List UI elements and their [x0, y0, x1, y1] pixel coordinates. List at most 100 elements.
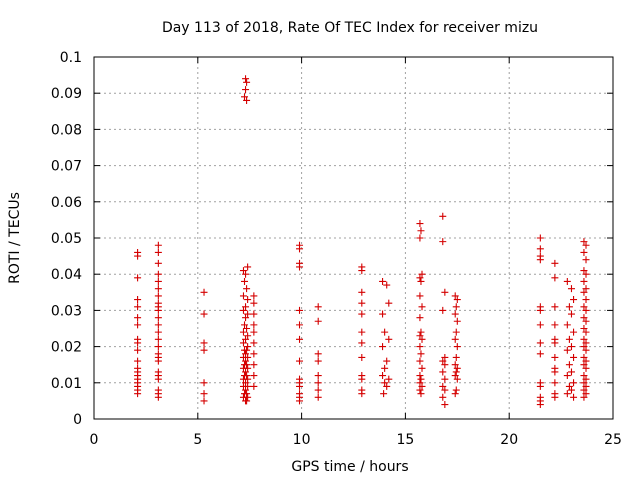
- data-point: [250, 372, 258, 380]
- data-point: [580, 267, 588, 275]
- data-point: [453, 317, 461, 325]
- data-point: [453, 364, 461, 372]
- data-point: [441, 375, 449, 383]
- data-point: [563, 321, 571, 329]
- data-point: [200, 310, 208, 318]
- x-tick-label: 0: [90, 432, 99, 448]
- data-point: [418, 303, 426, 311]
- data-point: [134, 314, 142, 322]
- data-point: [244, 263, 252, 271]
- data-point: [314, 350, 322, 358]
- data-point: [358, 375, 366, 383]
- data-point: [314, 303, 322, 311]
- data-point: [154, 292, 162, 300]
- data-point: [200, 346, 208, 354]
- data-point: [250, 310, 258, 318]
- data-point: [551, 274, 559, 282]
- data-point: [250, 350, 258, 358]
- data-point: [154, 259, 162, 267]
- data-point: [580, 372, 588, 380]
- data-point: [250, 292, 258, 300]
- data-point: [358, 390, 366, 398]
- data-point: [244, 375, 252, 383]
- data-point: [250, 321, 258, 329]
- y-tick-label: 0.01: [51, 376, 82, 392]
- data-point: [385, 299, 393, 307]
- data-point: [551, 303, 559, 311]
- data-point: [358, 299, 366, 307]
- data-point: [551, 259, 559, 267]
- data-point: [416, 292, 424, 300]
- data-point: [242, 314, 250, 322]
- data-point: [244, 296, 252, 304]
- data-point: [385, 335, 393, 343]
- data-point: [580, 238, 588, 246]
- data-point: [242, 335, 250, 343]
- data-point: [580, 379, 588, 387]
- x-tick-label: 20: [500, 432, 518, 448]
- data-point: [580, 277, 588, 285]
- data-point: [296, 382, 304, 390]
- data-point: [243, 397, 251, 405]
- data-point: [154, 285, 162, 293]
- data-point: [582, 270, 590, 278]
- data-point: [314, 357, 322, 365]
- data-point: [242, 368, 250, 376]
- data-point: [536, 245, 544, 253]
- data-point: [536, 401, 544, 409]
- data-point: [565, 361, 573, 369]
- data-point: [451, 292, 459, 300]
- tick-layer: 0 0.01 0.02 0.03 0.04 0.05 0.06 0.07 0.08 0.09 0.1…: [51, 50, 622, 448]
- data-point: [439, 212, 447, 220]
- data-point: [379, 343, 387, 351]
- data-point: [244, 382, 252, 390]
- data-point: [417, 227, 425, 235]
- data-point: [358, 267, 366, 275]
- y-tick-label: 0.02: [51, 340, 82, 356]
- data-point: [582, 241, 590, 249]
- data-point: [582, 364, 590, 372]
- data-point: [296, 321, 304, 329]
- y-tick-label: 0.06: [51, 195, 82, 211]
- data-point: [451, 310, 459, 318]
- data-point: [250, 382, 258, 390]
- data-point: [565, 335, 573, 343]
- data-point: [242, 86, 250, 94]
- data-point: [241, 93, 249, 101]
- data-point: [567, 386, 575, 394]
- data-point: [582, 390, 590, 398]
- data-point: [551, 379, 559, 387]
- data-point: [379, 310, 387, 318]
- data-point: [296, 245, 304, 253]
- data-point: [417, 390, 425, 398]
- data-point: [453, 343, 461, 351]
- data-point: [439, 238, 447, 246]
- data-point: [551, 393, 559, 401]
- data-point: [241, 321, 249, 329]
- data-point: [416, 332, 424, 340]
- data-point: [296, 357, 304, 365]
- y-tick-label: 0: [73, 412, 82, 428]
- data-point: [134, 346, 142, 354]
- data-point: [154, 321, 162, 329]
- x-tick-label: 15: [396, 432, 414, 448]
- data-point: [314, 317, 322, 325]
- y-tick-label: 0.07: [51, 159, 82, 175]
- data-point: [441, 361, 449, 369]
- data-point: [570, 393, 578, 401]
- data-point: [570, 379, 578, 387]
- data-point: [418, 270, 426, 278]
- data-point: [154, 241, 162, 249]
- data-point: [439, 393, 447, 401]
- data-point: [242, 75, 250, 83]
- data-point: [582, 285, 590, 293]
- data-point: [416, 274, 424, 282]
- data-point: [154, 343, 162, 351]
- data-point: [563, 390, 571, 398]
- data-point: [314, 379, 322, 387]
- data-point: [381, 379, 389, 387]
- data-point: [314, 372, 322, 380]
- data-point: [582, 317, 590, 325]
- data-point: [379, 372, 387, 380]
- x-tick-label: 25: [604, 432, 622, 448]
